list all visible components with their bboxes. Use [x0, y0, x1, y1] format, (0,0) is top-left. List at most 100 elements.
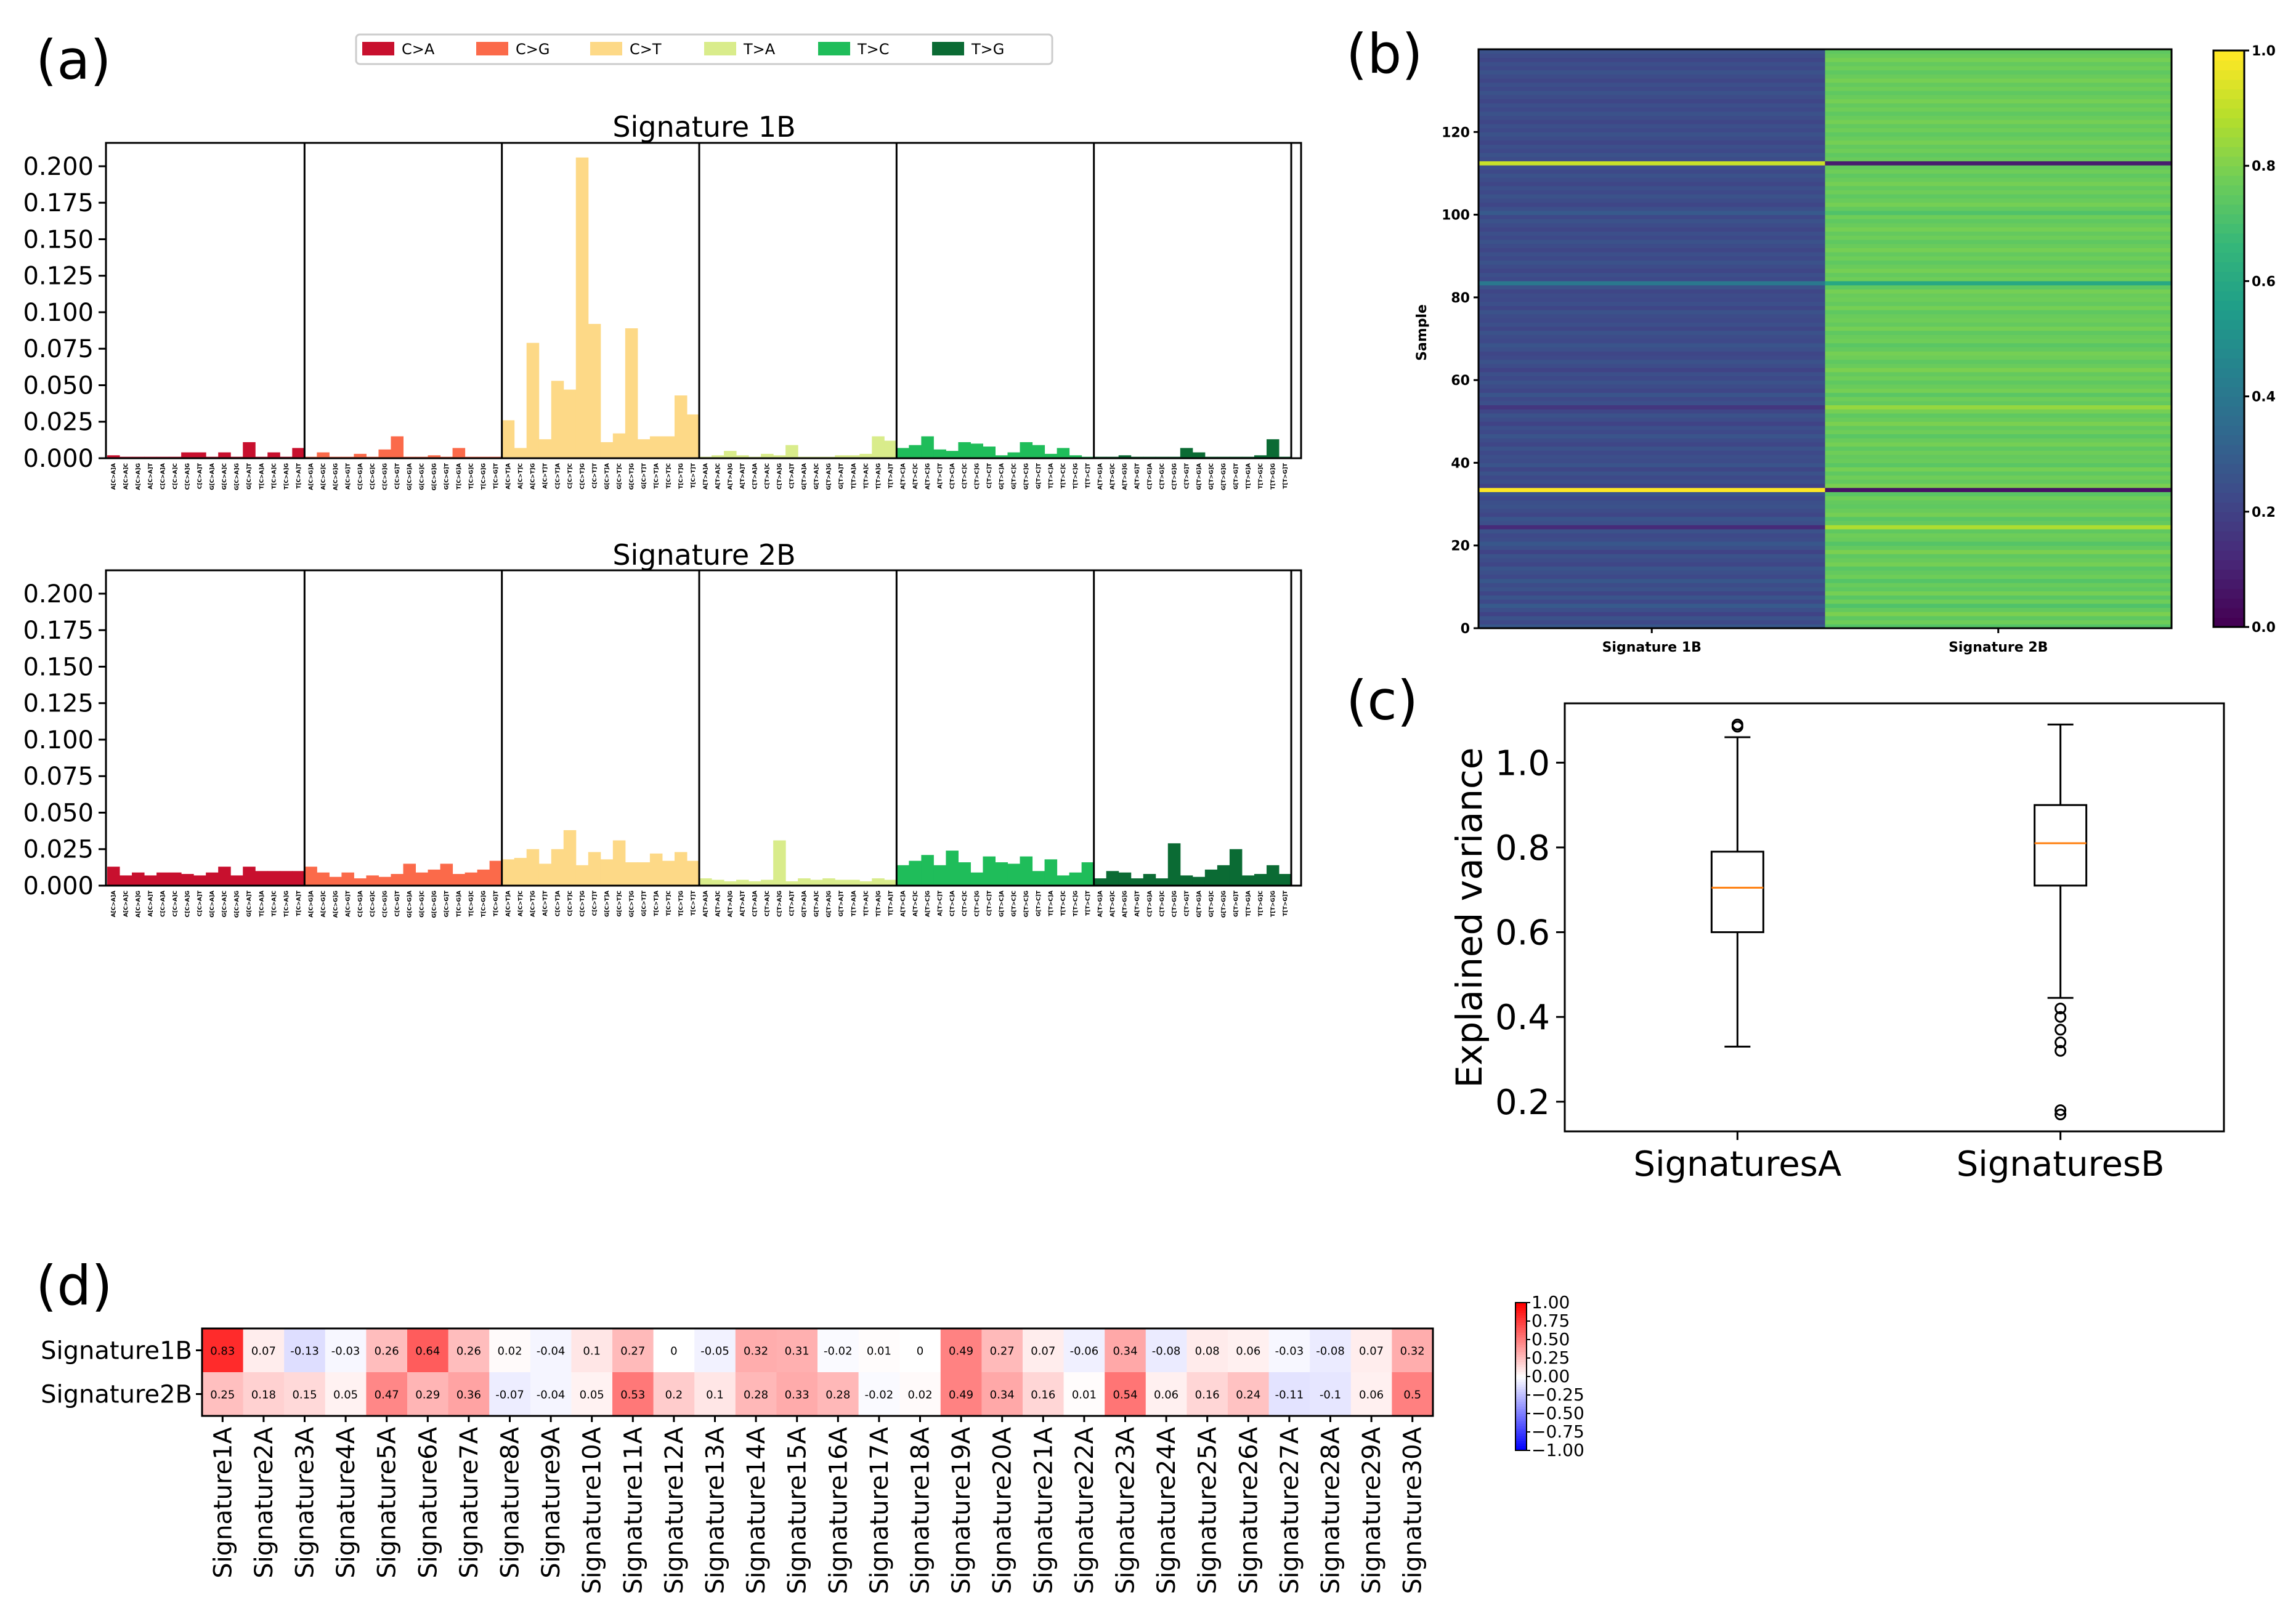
heatmap-cell [1825, 260, 2172, 265]
corr-cell [407, 1328, 449, 1373]
corr-value: 0.2 [665, 1389, 683, 1402]
column-label: Signature16A [824, 1426, 853, 1594]
column-label: Signature26A [1235, 1426, 1263, 1594]
x-context-label: C[C>A]T [197, 463, 203, 489]
x-context-label: G[C>A]A [209, 463, 216, 490]
x-context-label: G[T>C]T [1036, 463, 1042, 489]
colorbar-segment [1515, 1320, 1527, 1323]
corr-value: 0.34 [1113, 1345, 1137, 1358]
heatmap-cell [1479, 426, 1825, 431]
heatmap-cell [1825, 384, 2172, 389]
bar [477, 869, 490, 886]
bar [1069, 872, 1082, 886]
x-context-label: G[T>C]G [1024, 891, 1030, 917]
heatmap-cell [1479, 405, 1825, 410]
x-context-label: C[T>A]T [789, 463, 795, 488]
colorbar-segment [1515, 1404, 1527, 1407]
heatmap-cell [1825, 127, 2172, 132]
bar [724, 451, 737, 458]
x-context-label: A[T>C]G [925, 463, 931, 490]
bar [970, 443, 983, 458]
heatmap-cell [1479, 620, 1825, 625]
bar [329, 876, 342, 886]
x-context-label: C[T>G]T [1184, 463, 1190, 489]
heatmap-cell [1479, 400, 1825, 406]
heatmap-cell [1825, 152, 2172, 158]
column-label: Signature19A [947, 1426, 976, 1594]
heatmap-cell [1479, 289, 1825, 294]
colorbar-segment [2213, 60, 2244, 70]
heatmap-cell [1479, 499, 1825, 505]
bar [1093, 878, 1107, 886]
heatmap-cell [1479, 591, 1825, 596]
colorbar-segment [1515, 1386, 1527, 1389]
heatmap-cell [1479, 455, 1825, 459]
bar [933, 865, 946, 886]
bar [958, 442, 971, 458]
x-context-label: A[C>G]A [308, 891, 314, 918]
heatmap-cell [1825, 136, 2172, 141]
heatmap-cell [1479, 570, 1825, 575]
column-label: Signature4A [332, 1426, 360, 1578]
x-context-label: G[C>T]A [604, 891, 611, 917]
x-context-label: A[T>G]C [1110, 891, 1116, 917]
y-tick-label: 0 [1461, 621, 1470, 637]
corr-cell [1310, 1372, 1352, 1417]
heatmap-cell [1825, 607, 2172, 612]
x-context-label: G[C>T]C [617, 891, 623, 917]
heatmap-cell [1479, 351, 1825, 356]
x-context-label: T[C>G]T [493, 463, 500, 489]
corr-value: 0.25 [210, 1389, 235, 1402]
corr-value: -0.1 [1320, 1389, 1341, 1402]
x-context-label: G[T>G]T [1233, 463, 1239, 490]
x-context-label: A[T>A]T [740, 890, 746, 916]
heatmap-cell [1479, 169, 1825, 174]
x-context-label: G[T>C]C [1012, 463, 1018, 490]
heatmap-cell [1825, 318, 2172, 323]
heatmap-cell [1825, 520, 2172, 525]
x-context-label: A[C>A]C [123, 891, 129, 917]
y-tick-label: 0.2 [1495, 1083, 1550, 1123]
x-context-label: G[T>A]A [801, 463, 808, 490]
heatmap-cell [1479, 599, 1825, 604]
x-context-label: G[C>G]T [444, 463, 450, 490]
colorbar-segment [1515, 1305, 1527, 1308]
colorbar-segment [2213, 79, 2244, 90]
bar [317, 452, 330, 458]
heatmap-cell [1479, 528, 1825, 534]
heatmap-cell [1479, 260, 1825, 265]
bar [489, 860, 503, 886]
x-context-label: T[C>T]C [666, 891, 672, 916]
colorbar-segment [1515, 1426, 1527, 1429]
heatmap-cell [1825, 289, 2172, 294]
heatmap-cell [1479, 562, 1825, 567]
heatmap-cell [1825, 516, 2172, 522]
x-context-label: G[T>G]C [1209, 463, 1215, 490]
colorbar-segment [2213, 339, 2244, 349]
bar [1044, 453, 1058, 458]
column-label: Signature24A [1153, 1426, 1181, 1594]
x-context-label: G[T>A]C [814, 463, 820, 490]
corr-cell [325, 1328, 367, 1373]
x-context-label: G[C>A]T [246, 463, 253, 490]
heatmap-cell [1825, 86, 2172, 91]
bar [526, 342, 540, 458]
colorbar-segment [2213, 463, 2244, 474]
corr-cell [530, 1328, 572, 1373]
column-label: Signature7A [455, 1426, 484, 1578]
heatmap-cell [1479, 549, 1825, 554]
colorbar-tick-label: 0.0 [2252, 620, 2276, 636]
heatmap-cell [1479, 219, 1825, 224]
corr-cell [694, 1372, 736, 1417]
x-context-label: C[T>A]C [765, 463, 771, 489]
heatmap-cell [1479, 78, 1825, 83]
corr-value: 0.26 [375, 1345, 399, 1358]
heatmap-cell [1825, 190, 2172, 195]
heatmap-cell [1479, 310, 1825, 315]
corr-value: 0.64 [415, 1345, 440, 1358]
x-context-label: A[T>G]T [1135, 463, 1141, 489]
heatmap-cell [1479, 603, 1825, 608]
heatmap-cell [1479, 94, 1825, 100]
x-context-label: A[C>T]A [506, 463, 512, 489]
bar [773, 840, 786, 886]
